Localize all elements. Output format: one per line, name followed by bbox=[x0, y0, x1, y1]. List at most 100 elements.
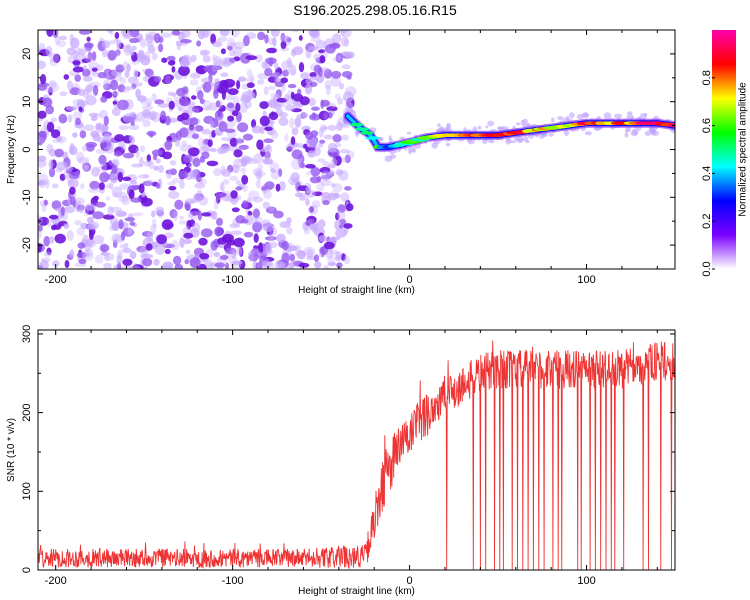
noise-speckle bbox=[240, 155, 251, 166]
noise-speckle bbox=[166, 55, 176, 62]
noise-speckle bbox=[129, 221, 136, 227]
noise-speckle bbox=[51, 224, 57, 231]
noise-speckle bbox=[179, 179, 185, 190]
noise-speckle bbox=[142, 257, 153, 267]
noise-speckle bbox=[310, 166, 321, 177]
noise-speckle bbox=[72, 98, 83, 106]
noise-speckle bbox=[325, 84, 331, 96]
noise-speckle bbox=[238, 144, 249, 150]
noise-speckle bbox=[189, 117, 199, 126]
noise-speckle bbox=[202, 81, 212, 93]
y-tick-label: 300 bbox=[21, 325, 33, 343]
noise-speckle bbox=[340, 134, 350, 141]
noise-speckle bbox=[41, 203, 47, 213]
noise-speckle bbox=[99, 244, 110, 253]
noise-speckle bbox=[252, 221, 263, 233]
noise-speckle bbox=[50, 117, 57, 123]
noise-speckle bbox=[119, 77, 127, 85]
noise-speckle bbox=[145, 34, 154, 43]
noise-speckle bbox=[190, 54, 197, 63]
noise-speckle bbox=[111, 222, 118, 230]
noise-speckle bbox=[54, 35, 61, 46]
noise-speckle bbox=[38, 84, 47, 91]
noise-speckle bbox=[104, 254, 110, 262]
noise-speckle bbox=[47, 82, 59, 93]
noise-speckle bbox=[199, 49, 211, 56]
noise-speckle bbox=[344, 186, 352, 191]
ridge-halo-speckle bbox=[614, 113, 623, 119]
noise-speckle bbox=[38, 60, 46, 70]
noise-speckle bbox=[284, 93, 290, 101]
noise-speckle bbox=[72, 60, 81, 65]
noise-speckle bbox=[340, 192, 350, 202]
noise-speckle bbox=[123, 242, 129, 249]
noise-speckle bbox=[215, 38, 222, 48]
noise-speckle bbox=[77, 242, 86, 249]
noise-speckle bbox=[255, 216, 263, 224]
noise-speckle bbox=[298, 195, 308, 200]
noise-speckle bbox=[161, 57, 168, 63]
noise-speckle bbox=[74, 200, 82, 205]
ridge-halo-speckle bbox=[406, 131, 412, 135]
noise-speckle bbox=[51, 183, 59, 189]
noise-speckle bbox=[335, 93, 341, 100]
noise-speckle bbox=[266, 47, 277, 54]
noise-speckle bbox=[279, 221, 291, 229]
noise-speckle bbox=[174, 199, 184, 210]
ridge-halo-speckle bbox=[487, 120, 495, 127]
noise-speckle bbox=[238, 158, 247, 164]
noise-speckle bbox=[104, 184, 110, 189]
noise-speckle bbox=[255, 54, 263, 63]
noise-speckle bbox=[74, 220, 82, 226]
noise-speckle bbox=[341, 156, 349, 163]
noise-speckle bbox=[200, 50, 208, 57]
noise-speckle bbox=[171, 30, 181, 36]
noise-speckle bbox=[229, 137, 238, 147]
noise-speckle bbox=[323, 241, 335, 250]
noise-speckle bbox=[320, 179, 332, 187]
noise-speckle bbox=[198, 195, 209, 206]
noise-speckle bbox=[209, 120, 215, 129]
noise-speckle bbox=[341, 71, 353, 78]
noise-speckle bbox=[268, 231, 274, 241]
noise-speckle bbox=[108, 160, 120, 167]
noise-speckle bbox=[346, 150, 355, 159]
noise-speckle bbox=[38, 179, 48, 186]
ridge-halo-speckle bbox=[496, 126, 505, 130]
noise-speckle bbox=[281, 60, 294, 71]
noise-speckle bbox=[118, 195, 129, 203]
noise-speckle bbox=[127, 76, 139, 85]
noise-speckle bbox=[295, 250, 306, 257]
noise-speckle bbox=[202, 55, 211, 63]
y-tick-label: -20 bbox=[21, 237, 33, 253]
noise-speckle bbox=[162, 77, 172, 85]
noise-speckle bbox=[110, 79, 119, 91]
noise-speckle bbox=[128, 124, 140, 130]
noise-speckle bbox=[173, 96, 183, 102]
noise-speckle bbox=[332, 134, 342, 143]
noise-speckle bbox=[232, 46, 243, 57]
noise-speckle bbox=[239, 52, 251, 64]
noise-speckle bbox=[78, 30, 91, 35]
noise-speckle bbox=[343, 255, 351, 265]
colorbar: 0.0 0.2 0.4 0.6 0.8 Normalized spectral ampli… bbox=[701, 30, 749, 277]
colorbar-tick-label: 0.2 bbox=[701, 214, 713, 229]
noise-speckle bbox=[241, 175, 249, 185]
noise-speckle bbox=[130, 179, 137, 185]
noise-speckle bbox=[85, 143, 95, 152]
noise-speckle bbox=[278, 117, 289, 126]
noise-speckle bbox=[226, 37, 236, 49]
ridge-blob bbox=[354, 127, 369, 131]
noise-speckle bbox=[178, 170, 189, 179]
noise-speckle bbox=[284, 104, 296, 112]
noise-speckle bbox=[125, 86, 136, 91]
noise-speckle bbox=[127, 227, 133, 236]
chart-title: S196.2025.298.05.16.R15 bbox=[293, 2, 457, 18]
noise-speckle bbox=[236, 245, 243, 256]
noise-speckle bbox=[222, 179, 230, 185]
noise-speckle bbox=[91, 166, 100, 177]
noise-speckle bbox=[130, 121, 135, 127]
noise-speckle bbox=[103, 115, 109, 126]
noise-speckle bbox=[227, 102, 235, 109]
noise-speckle bbox=[126, 111, 137, 123]
